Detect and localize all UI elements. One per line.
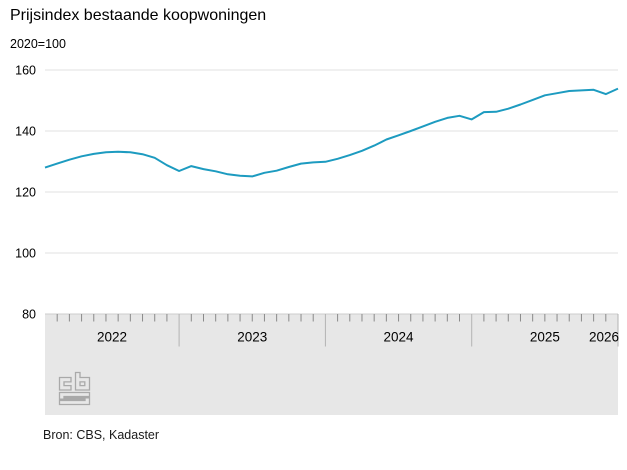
year-label: 2026 — [589, 330, 619, 345]
page-subtitle: 2020=100 — [10, 37, 66, 51]
x-axis-band — [45, 314, 618, 415]
year-label: 2025 — [530, 330, 560, 345]
cbs-logo — [58, 371, 91, 406]
cbs-logo-letter-c — [58, 376, 72, 391]
y-tick-label: 140 — [15, 125, 36, 139]
y-tick-label: 100 — [15, 247, 36, 261]
y-tick-label: 120 — [15, 186, 36, 200]
price-index-line — [44, 87, 619, 178]
cbs-logo-letter-b — [74, 371, 91, 391]
y-tick-label: 160 — [15, 64, 36, 78]
source-text: Bron: CBS, Kadaster — [43, 428, 160, 442]
y-tick-label: 80 — [22, 308, 36, 322]
year-label: 2023 — [237, 330, 267, 345]
page-title: Prijsindex bestaande koopwoningen — [10, 7, 267, 24]
year-label: 2024 — [384, 330, 415, 345]
cbs-logo-letter-s — [58, 391, 91, 406]
year-label: 2022 — [97, 330, 127, 345]
cbs-logo-letter-b-hole — [79, 381, 86, 387]
